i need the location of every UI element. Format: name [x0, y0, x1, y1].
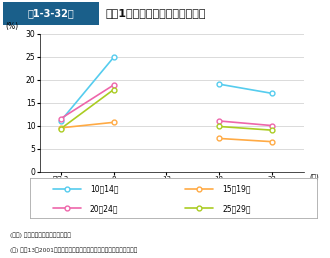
Text: (%): (%) [5, 22, 18, 31]
Bar [3, 2, 99, 25]
Text: 10～14歳: 10～14歳 [90, 185, 118, 194]
Text: (年): (年) [309, 173, 319, 180]
Text: 15～19歳: 15～19歳 [222, 185, 250, 194]
Text: 20～24歳: 20～24歳 [90, 204, 118, 213]
Text: 過去1年間にキャンプを行った人: 過去1年間にキャンプを行った人 [106, 8, 206, 18]
Text: (出典) 総務省「社会生活基本調査」: (出典) 総務省「社会生活基本調査」 [10, 232, 71, 238]
Text: 25～29歳: 25～29歳 [222, 204, 250, 213]
Text: (注) 平成13（2001）年の調査では「キャンプ」が表章されていない。: (注) 平成13（2001）年の調査では「キャンプ」が表章されていない。 [10, 248, 137, 253]
Text: 第1-3-32図: 第1-3-32図 [28, 8, 75, 18]
